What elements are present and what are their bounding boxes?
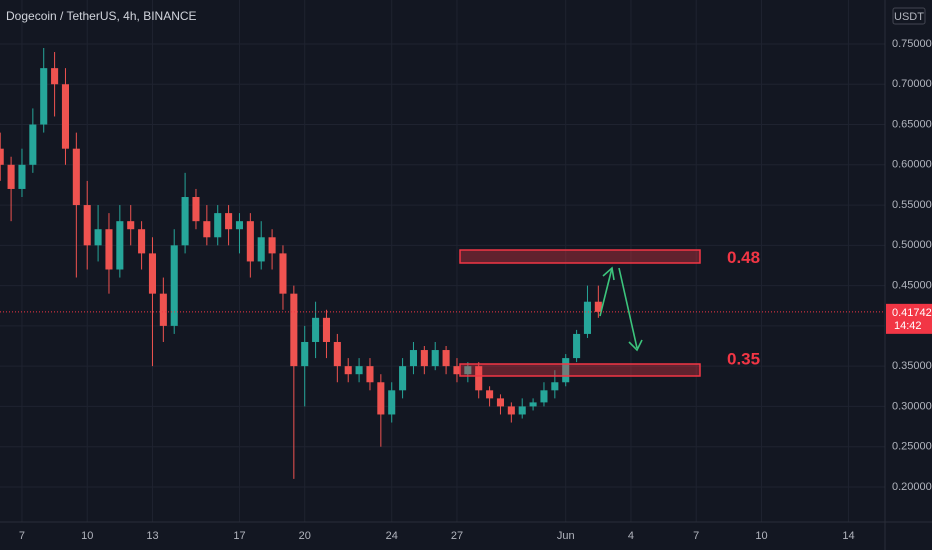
candles	[0, 48, 602, 479]
candle-body	[116, 221, 124, 270]
level-label: 0.48	[727, 248, 760, 267]
candle-body	[399, 366, 407, 391]
arrow-head	[602, 266, 615, 281]
y-tick-label: 0.50000	[892, 239, 932, 251]
x-tick-label: 20	[299, 530, 311, 542]
candle-body	[366, 366, 374, 383]
candle-body	[51, 68, 59, 85]
candle-body	[475, 366, 483, 391]
candle-body	[225, 213, 233, 230]
x-tick-label: 24	[386, 530, 398, 542]
candle-body	[83, 205, 91, 246]
candle-body	[257, 237, 265, 262]
currency: USDT	[894, 11, 924, 23]
candle-body	[148, 253, 157, 294]
x-tick-label: 10	[81, 530, 93, 542]
candle-body	[40, 68, 48, 125]
candle-body	[18, 164, 26, 189]
candle-body	[181, 197, 189, 246]
candle-body	[518, 406, 526, 415]
projection-arrows	[599, 266, 643, 352]
candle-body	[268, 237, 276, 254]
x-tick-label: 4	[628, 530, 634, 542]
candle-body	[583, 301, 591, 334]
level-label: 0.35	[727, 350, 760, 369]
candle-body	[431, 350, 439, 367]
candle-body	[105, 229, 113, 270]
candle-body	[344, 366, 352, 375]
support-zone	[459, 363, 701, 377]
candle-body	[203, 221, 211, 238]
candle-body	[235, 221, 243, 230]
x-tick-label: 13	[146, 530, 158, 542]
candle-body	[29, 124, 37, 165]
y-tick-label: 0.75000	[892, 38, 932, 50]
candle-body	[486, 390, 494, 399]
candle-body	[61, 84, 70, 149]
candle-body	[72, 148, 80, 206]
candle-body	[159, 293, 167, 326]
candle-body	[594, 301, 602, 312]
candle-body	[551, 382, 559, 391]
candle-body	[464, 366, 472, 375]
candle-body	[377, 382, 385, 415]
candle-body	[192, 197, 200, 222]
y-tick-label: 0.60000	[892, 159, 932, 171]
countdown: 14:42	[894, 320, 922, 332]
candle-body	[246, 221, 254, 262]
candle-body	[279, 253, 287, 294]
arrow-head	[628, 339, 643, 352]
candle-body	[420, 350, 428, 367]
y-tick-label: 0.25000	[892, 441, 932, 453]
candle-body	[333, 341, 341, 367]
candle-body	[0, 148, 4, 165]
candle-body	[573, 333, 581, 359]
candle-body	[409, 350, 417, 367]
candle-body	[214, 213, 222, 238]
candle-body	[388, 390, 396, 415]
candle-body	[507, 406, 515, 415]
x-tick-label: Jun	[557, 530, 575, 542]
y-tick-label: 0.70000	[892, 78, 932, 90]
candle-body	[127, 221, 135, 230]
candle-body	[496, 398, 504, 407]
y-tick-label: 0.30000	[892, 400, 932, 412]
y-tick-label: 0.20000	[892, 481, 932, 493]
candle-body	[453, 366, 461, 375]
y-tick-label: 0.35000	[892, 360, 932, 372]
candle-body	[7, 164, 15, 189]
candle-body	[562, 358, 570, 383]
candle-body	[540, 390, 548, 403]
candle-body	[529, 402, 537, 407]
x-tick-label: 7	[693, 530, 699, 542]
candle-body	[290, 293, 298, 367]
resistance-zone	[459, 249, 701, 264]
x-tick-label: 17	[233, 530, 245, 542]
y-tick-label: 0.65000	[892, 118, 932, 130]
candle-body	[312, 317, 320, 342]
candle-body	[170, 245, 178, 326]
candle-body	[322, 317, 330, 342]
chart-title: Dogecoin / TetherUS, 4h, BINANCE	[6, 9, 197, 23]
y-tick-label: 0.55000	[892, 199, 932, 211]
candle-body	[301, 341, 309, 367]
candle-body	[355, 366, 363, 375]
last-price-label: 0.41742	[892, 307, 932, 319]
candle-body	[442, 350, 450, 367]
x-tick-label: 7	[19, 530, 25, 542]
x-tick-label: 10	[755, 530, 767, 542]
candle-body	[94, 229, 102, 246]
last-price-box	[886, 303, 932, 334]
arrow-up	[599, 267, 613, 317]
x-tick-label: 14	[842, 530, 854, 542]
candle-body	[138, 229, 146, 254]
arrow-down	[618, 267, 638, 349]
y-tick-label: 0.45000	[892, 280, 932, 292]
currency-box	[892, 7, 926, 25]
x-tick-label: 27	[451, 530, 463, 542]
